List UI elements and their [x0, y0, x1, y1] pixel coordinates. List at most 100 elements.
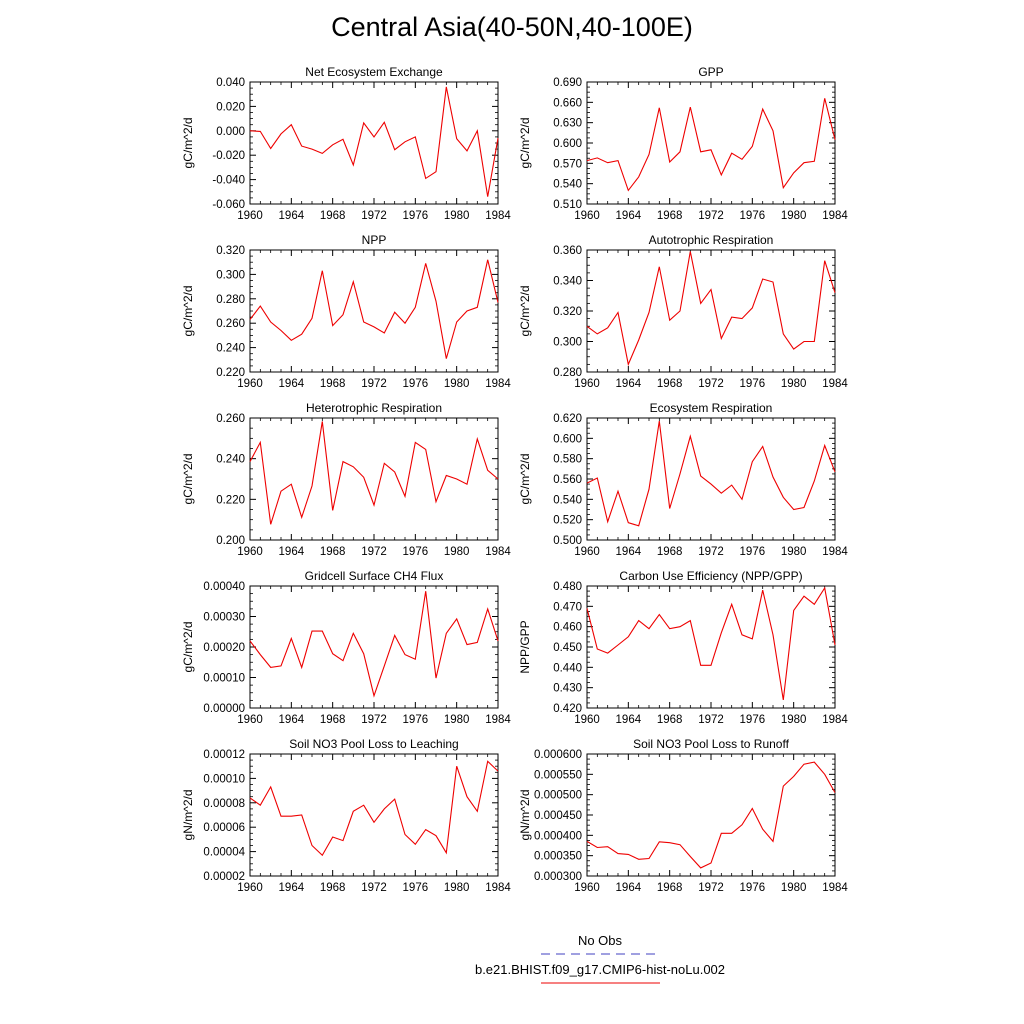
y-tick-label: 0.000300 — [534, 871, 582, 883]
x-tick-label: 1964 — [279, 546, 305, 558]
series-line — [586, 251, 836, 367]
x-tick-label: 1976 — [403, 546, 429, 558]
panel-title: Soil NO3 Pool Loss to Runoff — [633, 737, 790, 751]
x-tick-label: 1976 — [403, 378, 429, 390]
x-tick-label: 1964 — [616, 882, 642, 894]
y-tick-label: 0.480 — [553, 581, 582, 593]
x-tick-label: 1964 — [616, 378, 642, 390]
x-tick-label: 1980 — [781, 210, 807, 222]
plot-frame — [586, 417, 836, 541]
y-tick-label: 0.000 — [216, 126, 245, 138]
y-axis-label: gN/m^2/d — [181, 790, 195, 841]
y-tick-label: 0.040 — [216, 77, 245, 89]
panel-title: Heterotrophic Respiration — [306, 401, 442, 415]
y-tick-label: 0.260 — [216, 413, 245, 425]
x-tick-label: 1960 — [574, 210, 600, 222]
y-tick-label: 0.00040 — [203, 581, 245, 593]
y-tick-label: 0.220 — [216, 494, 245, 506]
x-tick-label: 1968 — [657, 882, 683, 894]
y-tick-label: 0.280 — [216, 294, 245, 306]
y-tick-label: 0.600 — [553, 138, 582, 150]
x-tick-label: 1984 — [822, 882, 848, 894]
x-tick-label: 1976 — [740, 210, 766, 222]
x-tick-label: 1984 — [822, 378, 848, 390]
y-tick-label: 0.00002 — [203, 871, 245, 883]
x-tick-label: 1968 — [320, 546, 346, 558]
x-tick-label: 1968 — [657, 210, 683, 222]
y-tick-label: 0.450 — [553, 642, 582, 654]
x-tick-label: 1984 — [485, 882, 511, 894]
y-tick-label: 0.00012 — [203, 749, 245, 761]
x-tick-label: 1972 — [698, 378, 724, 390]
y-tick-label: 0.600 — [553, 433, 582, 445]
x-tick-label: 1964 — [279, 882, 305, 894]
panel-title: GPP — [698, 65, 723, 79]
y-tick-label: 0.000600 — [534, 749, 582, 761]
y-tick-label: 0.00010 — [203, 673, 245, 685]
y-tick-label: 0.000400 — [534, 830, 582, 842]
y-tick-label: 0.300 — [553, 337, 582, 349]
y-tick-label: 0.440 — [553, 662, 582, 674]
x-tick-label: 1972 — [698, 882, 724, 894]
x-tick-label: 1984 — [822, 714, 848, 726]
series-line — [586, 586, 836, 700]
y-axis-label: gC/m^2/d — [518, 286, 532, 337]
x-tick-label: 1984 — [822, 210, 848, 222]
x-tick-label: 1984 — [485, 714, 511, 726]
y-tick-label: 0.420 — [553, 703, 582, 715]
series-line — [249, 760, 499, 857]
x-tick-label: 1960 — [237, 210, 263, 222]
panel-title: Autotrophic Respiration — [649, 233, 774, 247]
y-tick-label: 0.00020 — [203, 642, 245, 654]
series-line — [586, 761, 836, 869]
plot-frame — [586, 249, 836, 373]
x-tick-label: 1960 — [237, 714, 263, 726]
x-tick-label: 1972 — [698, 210, 724, 222]
legend-label: b.e21.BHIST.f09_g17.CMIP6-hist-noLu.002 — [475, 962, 725, 977]
x-tick-label: 1972 — [361, 378, 387, 390]
y-axis-label: gC/m^2/d — [518, 454, 532, 505]
y-tick-label: 0.200 — [216, 535, 245, 547]
y-tick-label: 0.000350 — [534, 851, 582, 863]
legend-label: No Obs — [578, 933, 623, 948]
x-tick-label: 1980 — [444, 546, 470, 558]
x-tick-label: 1980 — [781, 378, 807, 390]
y-tick-label: 0.540 — [553, 494, 582, 506]
y-tick-label: 0.500 — [553, 535, 582, 547]
y-tick-label: 0.240 — [216, 343, 245, 355]
x-tick-label: 1964 — [616, 714, 642, 726]
y-tick-label: -0.060 — [212, 199, 245, 211]
y-tick-label: 0.660 — [553, 97, 582, 109]
x-tick-label: 1976 — [740, 546, 766, 558]
x-tick-label: 1976 — [740, 882, 766, 894]
x-tick-label: 1980 — [444, 714, 470, 726]
y-tick-label: 0.560 — [553, 474, 582, 486]
x-tick-label: 1964 — [279, 378, 305, 390]
panel-title: Soil NO3 Pool Loss to Leaching — [289, 737, 458, 751]
x-tick-label: 1968 — [320, 714, 346, 726]
series-line — [586, 421, 836, 527]
y-tick-label: -0.020 — [212, 150, 245, 162]
x-tick-label: 1960 — [237, 378, 263, 390]
x-tick-label: 1960 — [237, 882, 263, 894]
plot-frame — [249, 81, 499, 205]
y-tick-label: 0.360 — [553, 245, 582, 257]
y-tick-label: 0.580 — [553, 454, 582, 466]
x-tick-label: 1984 — [485, 546, 511, 558]
plot-frame — [249, 417, 499, 541]
x-tick-label: 1976 — [740, 714, 766, 726]
y-tick-label: 0.00010 — [203, 773, 245, 785]
x-tick-label: 1964 — [279, 714, 305, 726]
y-tick-label: 0.000450 — [534, 810, 582, 822]
y-tick-label: 0.220 — [216, 367, 245, 379]
y-tick-label: 0.460 — [553, 622, 582, 634]
x-tick-label: 1972 — [698, 546, 724, 558]
y-axis-label: gC/m^2/d — [181, 622, 195, 673]
y-axis-label: gC/m^2/d — [518, 118, 532, 169]
y-tick-label: 0.240 — [216, 454, 245, 466]
